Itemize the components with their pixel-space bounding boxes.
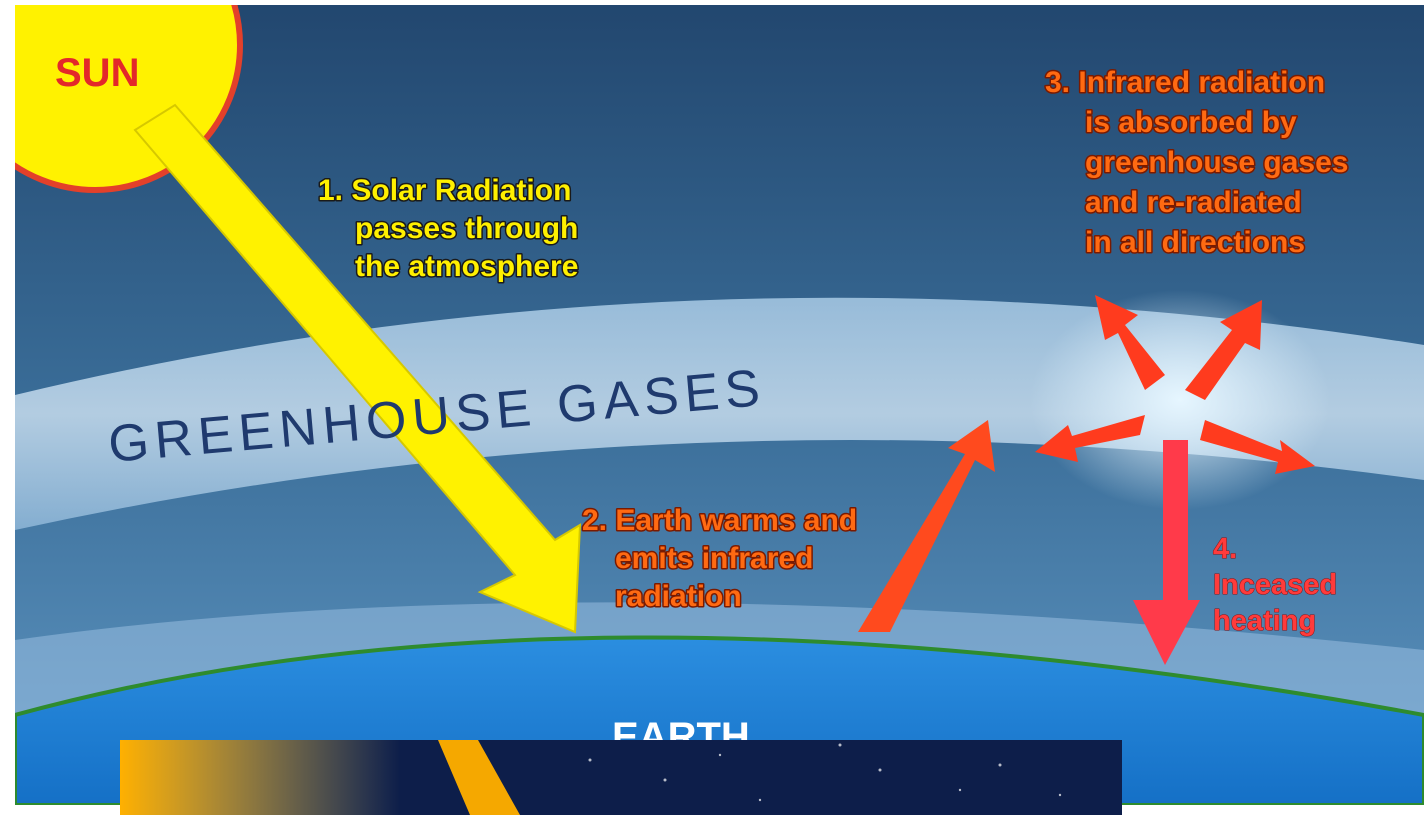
step-label-line: Inceased bbox=[1213, 569, 1337, 601]
page: {"sun_label": "SUN", "steps": [ {"lines"… bbox=[0, 0, 1424, 815]
step-label-line: 1. Solar Radiation bbox=[318, 174, 571, 207]
sun-label: SUN bbox=[55, 51, 139, 95]
overlay-image bbox=[120, 740, 1122, 815]
step-label-line: greenhouse gases bbox=[1085, 146, 1348, 179]
step-label-line: emits infrared bbox=[615, 542, 813, 575]
scene: SUN GREENHOUSE GASES EARTH 1. Solar Radi… bbox=[0, 0, 1424, 805]
step-label-line: is absorbed by bbox=[1085, 106, 1297, 139]
step-label-line: and re-radiated bbox=[1085, 186, 1302, 219]
step-label-line: in all directions bbox=[1085, 226, 1305, 259]
step-label-line: passes through bbox=[355, 212, 578, 245]
step-label-line: the atmosphere bbox=[355, 250, 578, 283]
step-label-line: radiation bbox=[615, 580, 742, 613]
step-label-line: 3. Infrared radiation bbox=[1045, 66, 1325, 99]
step-label-line: 2. Earth warms and bbox=[582, 504, 857, 537]
step-label-line: heating bbox=[1213, 605, 1316, 637]
step-label-line: 4. bbox=[1213, 533, 1237, 565]
diagram: SUN GREENHOUSE GASES EARTH 1. Solar Radi… bbox=[0, 0, 1424, 815]
